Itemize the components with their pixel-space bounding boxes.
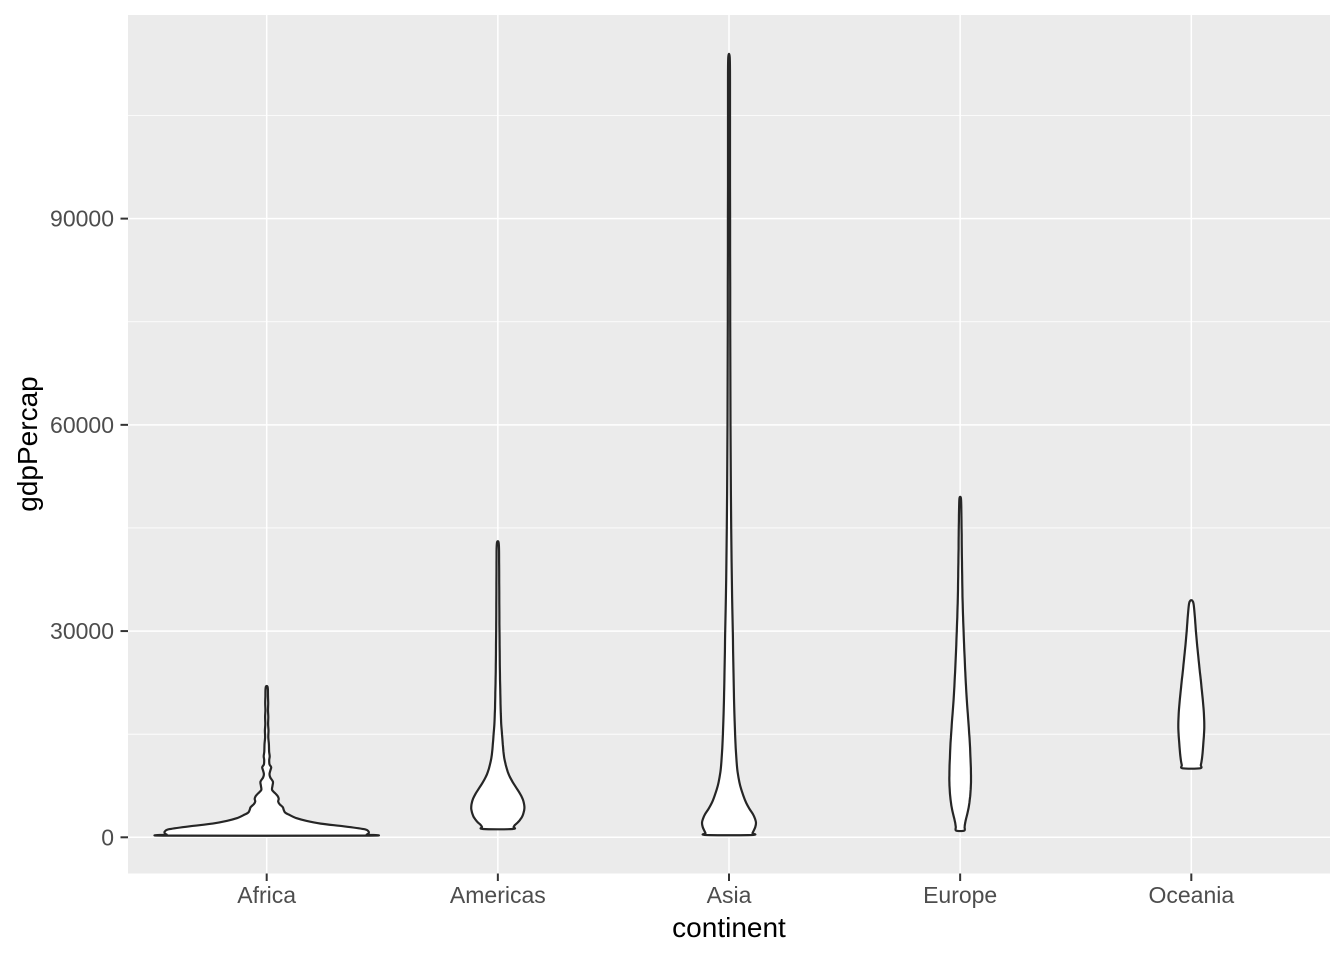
x-tick-label-europe: Europe [923,882,997,908]
violin-asia [700,52,758,837]
y-tick-label-60000: 60000 [50,412,114,438]
x-tick-label-americas: Americas [450,882,546,908]
y-tick-label-30000: 30000 [50,618,114,644]
violin-europe [948,495,973,833]
violin-oceania [1177,599,1206,770]
x-tick-label-africa: Africa [237,882,296,908]
violin-americas [470,540,526,831]
x-tick-label-oceania: Oceania [1148,882,1234,908]
y-axis-title: gdpPercap [12,376,43,512]
x-axis-title: continent [672,912,786,943]
violin-africa [153,684,380,837]
y-tick-label-0: 0 [101,824,114,850]
y-tick-label-90000: 90000 [50,206,114,232]
x-tick-label-asia: Asia [707,882,752,908]
